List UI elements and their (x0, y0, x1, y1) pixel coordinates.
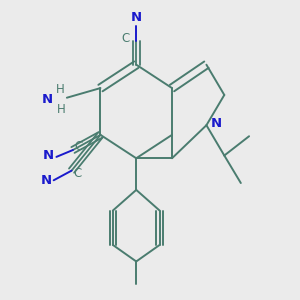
Text: N: N (131, 11, 142, 24)
Text: H: H (57, 103, 65, 116)
Text: C: C (74, 140, 83, 153)
Text: H: H (56, 83, 64, 96)
Text: N: N (211, 117, 222, 130)
Text: C: C (121, 32, 129, 45)
Text: N: N (43, 149, 54, 162)
Text: C: C (73, 167, 81, 180)
Text: N: N (42, 93, 53, 106)
Text: N: N (40, 174, 52, 187)
